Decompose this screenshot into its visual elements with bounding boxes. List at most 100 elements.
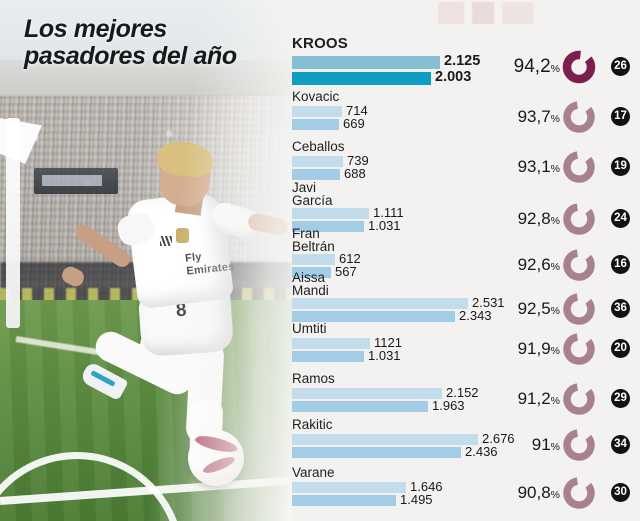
accuracy-donut-icon (562, 332, 596, 366)
value-total-passes: 714 (346, 103, 368, 118)
bar-good-passes (292, 119, 339, 130)
participation-badge: 36 (611, 299, 630, 318)
accuracy-donut-icon (562, 100, 596, 134)
value-total-passes: 2.531 (472, 295, 505, 310)
participation-badge: 26 (611, 57, 630, 76)
participation-badge: 19 (611, 157, 630, 176)
pct-unit: % (550, 63, 560, 75)
watermark (438, 2, 534, 24)
pct-value: 94,2 (513, 56, 551, 77)
pct-value: 91 (531, 435, 551, 454)
bar-total-passes (292, 208, 369, 219)
participation-badge: 16 (611, 255, 630, 274)
bar-total-passes (292, 106, 342, 117)
bar-good-passes (292, 447, 461, 458)
pass-accuracy-percentage: 93,1% (500, 157, 560, 177)
player-name: Kovacic (292, 89, 340, 104)
pct-unit: % (550, 113, 560, 125)
accuracy-donut-icon (562, 382, 596, 416)
value-good-passes: 1.031 (368, 348, 401, 363)
value-total-passes: 612 (339, 251, 361, 266)
player-name: Javi García (292, 180, 333, 208)
bar-total-passes (292, 254, 335, 265)
pct-value: 90,8 (517, 483, 551, 502)
bar-good-passes (292, 169, 340, 180)
participation-badge: 24 (611, 209, 630, 228)
player-name: Rakitic (292, 417, 333, 432)
value-total-passes: 1121 (374, 335, 402, 350)
pass-accuracy-percentage: 94,2% (500, 56, 560, 78)
accuracy-donut-icon (562, 50, 596, 84)
participation-badge: 17 (611, 107, 630, 126)
value-good-passes: 669 (343, 116, 365, 131)
pct-unit: % (550, 441, 560, 453)
pct-unit: % (550, 261, 560, 273)
player-name: Aissa Mandi (292, 270, 329, 298)
bar-good-passes (292, 221, 364, 232)
pass-accuracy-percentage: 93,7% (500, 107, 560, 127)
value-good-passes: 2.003 (435, 69, 472, 85)
accuracy-donut-icon (562, 476, 596, 510)
pct-value: 91,2 (517, 389, 551, 408)
player-name: Fran Beltrán (292, 226, 335, 254)
bar-good-passes (292, 311, 455, 322)
pct-value: 93,7 (517, 107, 551, 126)
player-name: Ceballos (292, 139, 345, 154)
accuracy-donut-icon (562, 248, 596, 282)
pct-unit: % (550, 395, 560, 407)
player-name: Varane (292, 465, 335, 480)
participation-badge: 34 (611, 435, 630, 454)
pass-accuracy-percentage: 91,9% (500, 339, 560, 359)
participation-badge: 20 (611, 339, 630, 358)
value-total-passes: 2.152 (446, 385, 479, 400)
pct-unit: % (550, 305, 560, 317)
value-total-passes: 2.676 (482, 431, 515, 446)
value-good-passes: 1.495 (400, 492, 433, 507)
pct-unit: % (550, 215, 560, 227)
pct-value: 92,6 (517, 255, 551, 274)
accuracy-donut-icon (562, 202, 596, 236)
player-name: KROOS (292, 35, 349, 52)
pass-accuracy-percentage: 92,6% (500, 255, 560, 275)
pct-value: 93,1 (517, 157, 551, 176)
value-good-passes: 688 (344, 166, 366, 181)
pass-accuracy-percentage: 91% (500, 435, 560, 455)
accuracy-donut-icon (562, 292, 596, 326)
pct-value: 91,9 (517, 339, 551, 358)
bar-total-passes (292, 298, 468, 309)
value-total-passes: 2.125 (444, 53, 481, 69)
bar-good-passes (292, 401, 428, 412)
value-good-passes: 1.963 (432, 398, 465, 413)
bar-total-passes (292, 156, 343, 167)
bar-good-passes (292, 72, 431, 85)
bar-total-passes (292, 338, 370, 349)
pass-accuracy-percentage: 92,5% (500, 299, 560, 319)
pct-value: 92,5 (517, 299, 551, 318)
bar-total-passes (292, 482, 406, 493)
photo-fade-overlay (0, 0, 292, 521)
accuracy-donut-icon (562, 428, 596, 462)
value-good-passes: 2.343 (459, 308, 492, 323)
value-good-passes: 1.031 (368, 218, 401, 233)
participation-badge: 30 (611, 483, 630, 502)
value-total-passes: 739 (347, 153, 369, 168)
value-total-passes: 1.111 (373, 205, 404, 220)
bar-total-passes (292, 434, 478, 445)
chart-panel: Porcentaje de acierto Part. Pases totale… (292, 0, 640, 521)
bar-total-passes (292, 388, 442, 399)
player-name: Umtiti (292, 321, 327, 336)
bar-good-passes (292, 495, 396, 506)
value-good-passes: 567 (335, 264, 357, 279)
value-total-passes: 1.646 (410, 479, 443, 494)
bar-good-passes (292, 351, 364, 362)
player-name: Ramos (292, 371, 335, 386)
pct-unit: % (550, 163, 560, 175)
pass-accuracy-percentage: 90,8% (500, 483, 560, 503)
pct-value: 92,8 (517, 209, 551, 228)
pass-accuracy-percentage: 91,2% (500, 389, 560, 409)
pct-unit: % (550, 345, 560, 357)
bar-good-passes (292, 267, 331, 278)
player-photo: 8 Fly Emirates (0, 0, 292, 521)
participation-badge: 29 (611, 389, 630, 408)
